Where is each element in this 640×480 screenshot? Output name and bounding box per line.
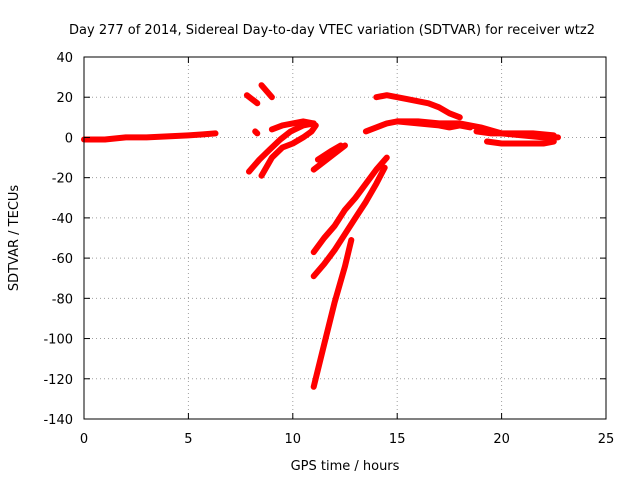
data-series [81, 82, 561, 390]
x-tick-label: 15 [389, 432, 406, 447]
data-series-arc-16 [484, 138, 557, 147]
data-series-arc-10 [310, 154, 390, 256]
y-tick-label: 40 [56, 51, 73, 66]
data-series-arc-2 [243, 92, 261, 107]
data-series-arc-17 [473, 128, 557, 139]
x-tick-label: 20 [493, 432, 510, 447]
y-axis-label: SDTVAR / TECUs [7, 185, 22, 292]
data-series-arc-7 [252, 128, 261, 137]
y-tick-label: -60 [52, 252, 73, 267]
x-tick-label: 25 [598, 432, 615, 447]
data-series-arc-1 [81, 130, 219, 143]
data-series-arc-12 [310, 237, 355, 390]
y-tick-label: 20 [56, 91, 73, 106]
x-tick-label: 5 [184, 432, 192, 447]
data-series-arc-15 [394, 118, 474, 131]
axis-ticks: 0 5 10 15 20 25 -140 -120 -100 -80 -60 -40 -20 0 20 40 [43, 51, 614, 447]
data-series-arc-6 [268, 118, 317, 133]
data-series-arc-14 [373, 92, 463, 121]
data-series-arc-3 [258, 82, 275, 101]
data-series-arc-5 [258, 122, 319, 179]
chart-title: Day 277 of 2014, Sidereal Day-to-day VTE… [69, 23, 595, 38]
data-series-arc-9 [314, 142, 344, 163]
x-axis-label: GPS time / hours [291, 459, 400, 474]
y-tick-label: -40 [52, 212, 73, 227]
y-tick-label: -80 [52, 292, 73, 307]
y-tick-label: 0 [65, 131, 73, 146]
y-tick-label: -140 [43, 413, 73, 428]
data-series-arc-11 [310, 164, 388, 280]
y-tick-label: -100 [43, 333, 73, 348]
x-tick-label: 0 [80, 432, 88, 447]
y-tick-label: -20 [52, 172, 73, 187]
data-series-arc-4 [246, 120, 317, 175]
y-tick-label: -120 [43, 373, 73, 388]
x-tick-label: 10 [285, 432, 302, 447]
plot-frame [83, 56, 607, 420]
